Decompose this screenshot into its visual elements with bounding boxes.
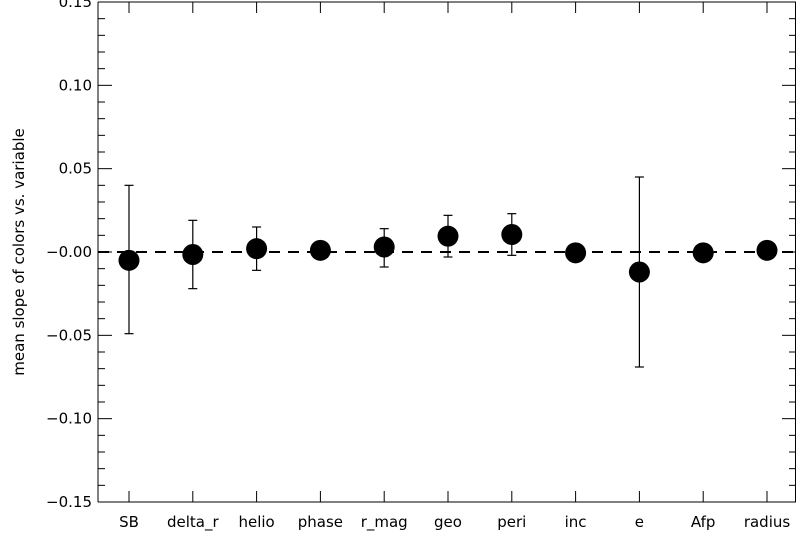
y-tick-label: −0.15 — [46, 493, 92, 511]
x-tick-label: helio — [238, 513, 274, 531]
data-point-Afp — [692, 242, 714, 264]
data-point-helio — [246, 238, 268, 260]
data-point-e — [628, 261, 650, 283]
error-bars — [124, 176, 644, 368]
data-point-inc — [565, 242, 587, 264]
x-tick-label: phase — [298, 513, 343, 531]
x-tick-label: peri — [497, 513, 526, 531]
x-tick-label: Afp — [691, 513, 716, 531]
data-point-delta_r — [182, 244, 204, 265]
data-point-r_mag — [373, 236, 395, 258]
y-tick-label: 0.05 — [59, 160, 92, 178]
y-tick-label: −0.10 — [46, 410, 92, 428]
data-points — [118, 224, 778, 283]
x-tick-label: inc — [565, 513, 587, 531]
data-point-phase — [309, 239, 331, 261]
x-tick-label: geo — [434, 513, 462, 531]
x-tick-label: delta_r — [167, 513, 219, 532]
y-tick-label: 0.15 — [59, 0, 92, 11]
data-point-radius — [756, 239, 778, 261]
data-point-peri — [501, 224, 523, 245]
y-tick-label: −0.05 — [46, 326, 92, 344]
data-point-geo — [437, 225, 459, 247]
data-point-SB — [118, 249, 140, 271]
x-tick-label: r_mag — [361, 513, 408, 532]
x-tick-label: SB — [119, 513, 139, 531]
y-axis-label: mean slope of colors vs. variable — [10, 128, 28, 375]
tick-labels: −0.15 −0.10 −0.05 −0.00 0.05 0.10 0.15 SB delta_… — [46, 0, 790, 532]
x-tick-label: e — [635, 513, 644, 531]
y-tick-label: 0.10 — [59, 76, 92, 94]
y-tick-label: −0.00 — [46, 243, 92, 261]
x-tick-label: radius — [744, 513, 791, 531]
